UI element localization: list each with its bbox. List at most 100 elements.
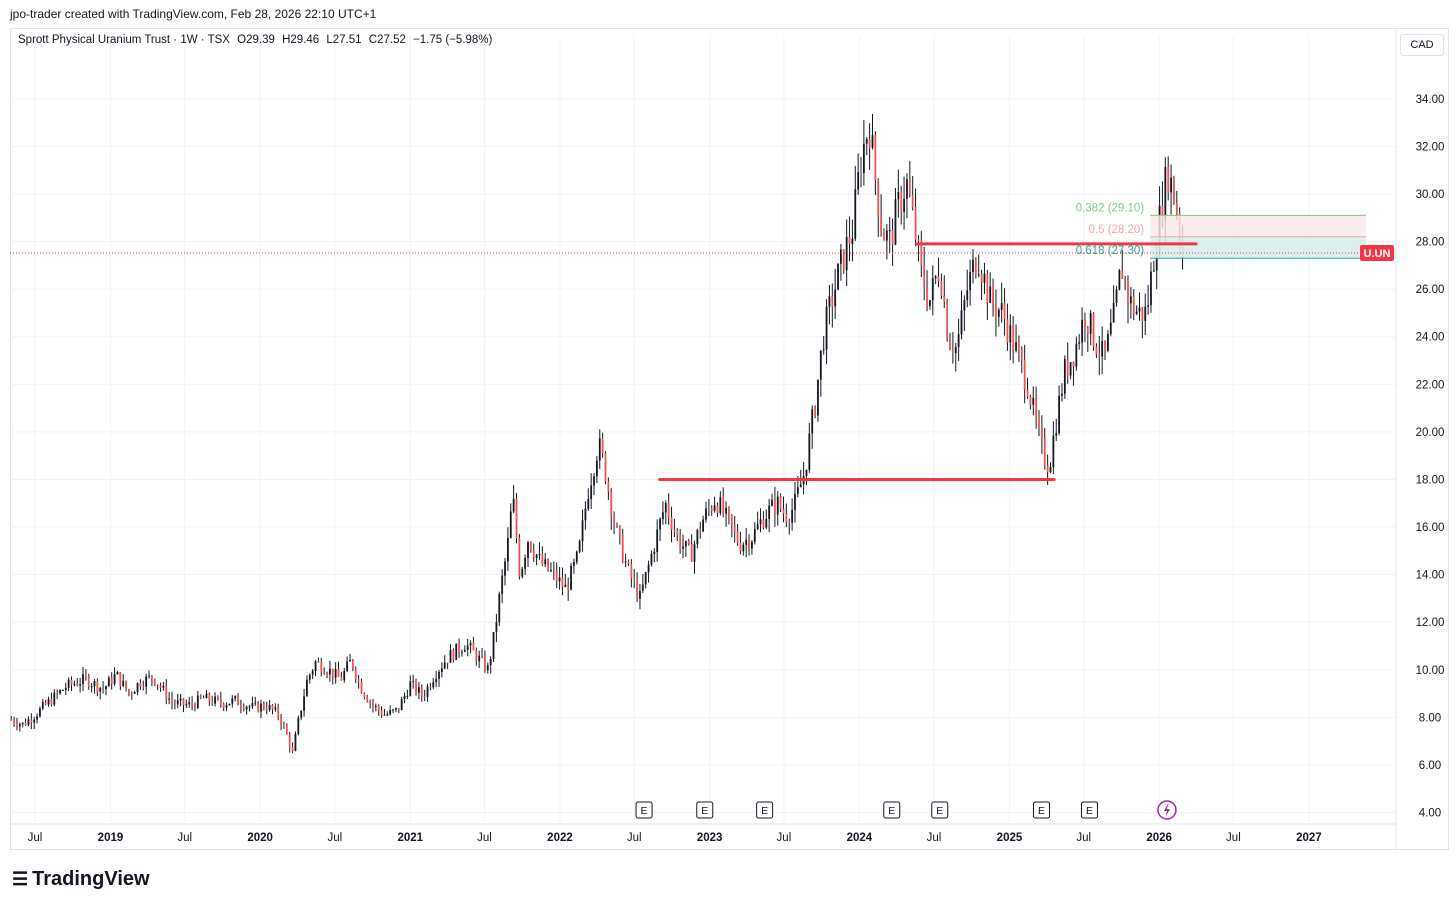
candle-body xyxy=(211,701,214,704)
candle-body xyxy=(587,498,590,509)
candle-body xyxy=(320,662,323,673)
price-tick-label: 4.00 xyxy=(1419,807,1441,819)
candle-body xyxy=(463,649,466,652)
candle-body xyxy=(1150,271,1152,306)
symbol-legend[interactable]: Sprott Physical Uranium Trust · 1W · TSX… xyxy=(18,34,496,46)
candle-body xyxy=(808,433,811,470)
earnings-marker[interactable]: E xyxy=(931,801,949,819)
candle-body xyxy=(248,706,251,708)
candle-body xyxy=(860,172,862,174)
candle-body xyxy=(1015,342,1017,351)
candle-body xyxy=(739,542,742,552)
earnings-marker[interactable]: E xyxy=(1032,801,1050,819)
candle-body xyxy=(871,135,874,148)
price-tick-label: 22.00 xyxy=(1416,379,1445,391)
candle-body xyxy=(518,538,521,577)
candle-body xyxy=(782,508,785,514)
flash-event-icon[interactable] xyxy=(1157,800,1177,820)
candle-body xyxy=(202,697,205,699)
candle-body xyxy=(262,703,265,709)
earnings-marker[interactable]: E xyxy=(635,801,653,819)
legend-low: L27.51 xyxy=(326,34,362,46)
candle-body xyxy=(372,702,374,707)
candle-body xyxy=(567,584,570,590)
currency-button[interactable]: CAD xyxy=(1400,34,1444,56)
candle-body xyxy=(541,553,544,565)
candle-body xyxy=(41,702,44,709)
symbol-title: Sprott Physical Uranium Trust · 1W · TSX xyxy=(18,34,230,46)
candle-body xyxy=(1049,467,1052,473)
candle-body xyxy=(590,485,593,499)
candle-body xyxy=(458,643,460,653)
candle-body xyxy=(555,570,558,582)
price-tick-label: 26.00 xyxy=(1416,284,1445,296)
candle-body xyxy=(283,724,285,726)
candle-body xyxy=(39,708,41,717)
earnings-marker[interactable]: E xyxy=(756,801,774,819)
earnings-marker[interactable]: E xyxy=(883,801,901,819)
candle-body xyxy=(604,453,607,482)
candle-body xyxy=(972,259,974,273)
candle-body xyxy=(831,296,834,307)
candle-body xyxy=(70,679,73,685)
candle-body xyxy=(340,676,343,681)
candle-body xyxy=(598,438,601,461)
candle-body xyxy=(119,672,122,686)
candle-body xyxy=(159,685,162,688)
candle-body xyxy=(1101,340,1104,357)
earnings-marker-box xyxy=(883,801,901,819)
candle-body xyxy=(1078,342,1081,344)
candle-body xyxy=(771,499,773,506)
candle-body xyxy=(446,662,449,664)
candle-body xyxy=(73,683,76,685)
candle-body xyxy=(156,684,159,686)
candle-body xyxy=(489,659,492,666)
candle-body xyxy=(297,717,300,734)
candles-group xyxy=(10,113,1184,754)
candle-body xyxy=(616,525,618,527)
candle-body xyxy=(99,687,102,692)
time-tick-label: 2022 xyxy=(547,832,573,844)
candle-body xyxy=(923,265,926,290)
candle-body xyxy=(759,519,762,525)
candle-body xyxy=(1107,334,1109,351)
candle-body xyxy=(59,690,61,694)
candle-body xyxy=(1164,167,1167,221)
candle-body xyxy=(595,460,598,477)
candle-body xyxy=(894,199,897,245)
candle-body xyxy=(461,651,463,653)
candle-body xyxy=(521,568,524,577)
candle-body xyxy=(621,533,624,562)
candle-body xyxy=(366,697,369,702)
candle-body xyxy=(745,539,748,545)
candle-body xyxy=(696,530,699,545)
candle-body xyxy=(509,511,512,538)
candle-body xyxy=(24,722,27,725)
candle-body xyxy=(529,542,532,551)
price-tick-label: 16.00 xyxy=(1416,522,1445,534)
candle-body xyxy=(753,528,756,542)
candle-body xyxy=(564,584,567,588)
candle-body xyxy=(10,719,13,721)
candle-body xyxy=(33,719,36,723)
earnings-marker[interactable]: E xyxy=(1080,801,1098,819)
candle-body xyxy=(1170,177,1172,193)
price-tick-label: 32.00 xyxy=(1416,141,1445,153)
time-tick-label: Jul xyxy=(1226,832,1241,844)
candle-body xyxy=(1018,342,1020,350)
earnings-marker[interactable]: E xyxy=(696,801,714,819)
candle-body xyxy=(481,655,483,657)
candle-body xyxy=(274,707,277,710)
candle-body xyxy=(1006,319,1009,343)
price-tick-label: 24.00 xyxy=(1416,332,1445,344)
candle-body xyxy=(346,661,349,671)
candle-body xyxy=(730,514,733,526)
candle-body xyxy=(1035,397,1038,419)
candle-body xyxy=(1084,319,1086,328)
candle-body xyxy=(581,520,584,542)
time-tick-label: 2021 xyxy=(397,832,423,844)
candle-body xyxy=(47,699,50,705)
candle-body xyxy=(380,710,383,715)
candle-body xyxy=(234,696,237,699)
